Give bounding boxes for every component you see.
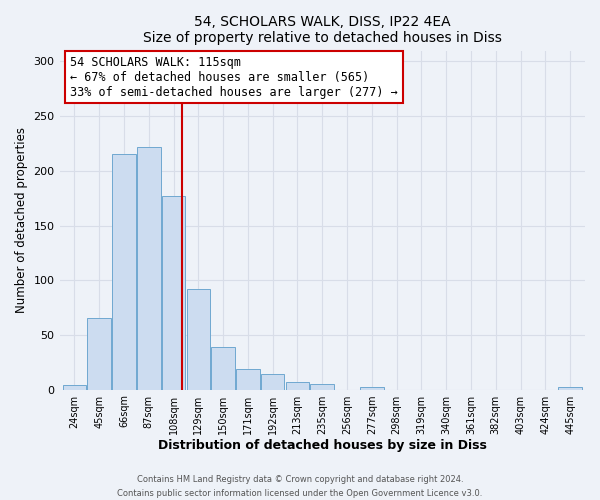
Bar	[137, 147, 161, 390]
Bar	[62, 385, 86, 390]
Bar	[211, 347, 235, 390]
Bar	[112, 154, 136, 390]
Bar	[88, 318, 111, 390]
Text: Contains HM Land Registry data © Crown copyright and database right 2024.
Contai: Contains HM Land Registry data © Crown c…	[118, 476, 482, 498]
Bar	[360, 388, 383, 390]
Bar	[187, 289, 210, 390]
Y-axis label: Number of detached properties: Number of detached properties	[15, 127, 28, 313]
Title: 54, SCHOLARS WALK, DISS, IP22 4EA
Size of property relative to detached houses i: 54, SCHOLARS WALK, DISS, IP22 4EA Size o…	[143, 15, 502, 45]
Bar	[162, 196, 185, 390]
Bar	[261, 374, 284, 390]
Bar	[236, 369, 260, 390]
Bar	[310, 384, 334, 390]
Text: 54 SCHOLARS WALK: 115sqm
← 67% of detached houses are smaller (565)
33% of semi-: 54 SCHOLARS WALK: 115sqm ← 67% of detach…	[70, 56, 398, 98]
X-axis label: Distribution of detached houses by size in Diss: Distribution of detached houses by size …	[158, 440, 487, 452]
Bar	[559, 388, 582, 390]
Bar	[286, 382, 309, 390]
